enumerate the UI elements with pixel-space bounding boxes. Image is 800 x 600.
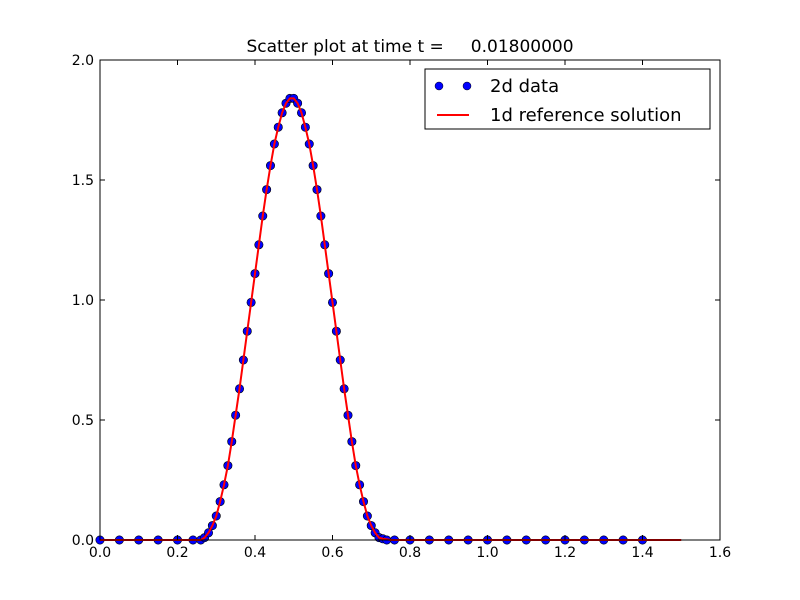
x-tick-label: 1.4 [631,545,653,561]
x-tick-label: 1.6 [709,545,731,561]
y-tick-label: 1.5 [72,173,94,189]
legend-marker-2d-data-right [462,81,472,91]
y-tick-label: 2.0 [72,53,94,69]
x-tick-label: 0.4 [244,545,266,561]
x-tick-label: 0.6 [321,545,343,561]
x-tick-label: 1.2 [554,545,576,561]
legend-label-2d-data: 2d data [490,76,559,97]
legend-box [424,68,711,130]
legend-label-1d-reference: 1d reference solution [490,105,682,126]
y-tick-label: 1.0 [72,293,94,309]
x-tick-label: 0.8 [399,545,421,561]
x-tick-label: 1.0 [476,545,498,561]
x-tick-label: 0.2 [166,545,188,561]
legend: 2d data 1d reference solution [424,68,711,130]
y-tick-label: 0.0 [72,533,94,549]
chart-title: Scatter plot at time t = 0.01800000 [246,37,573,57]
x-tick-label: 0.0 [89,545,111,561]
series-1d-reference-line [100,97,682,541]
y-tick-label: 0.5 [72,413,94,429]
ticks-layer: 0.0 0.2 0.4 0.6 0.8 1.0 1.2 1.4 1.6 0.0 0.5 1.0 1.5 2… [72,53,731,561]
legend-marker-2d-data-left [434,81,444,91]
